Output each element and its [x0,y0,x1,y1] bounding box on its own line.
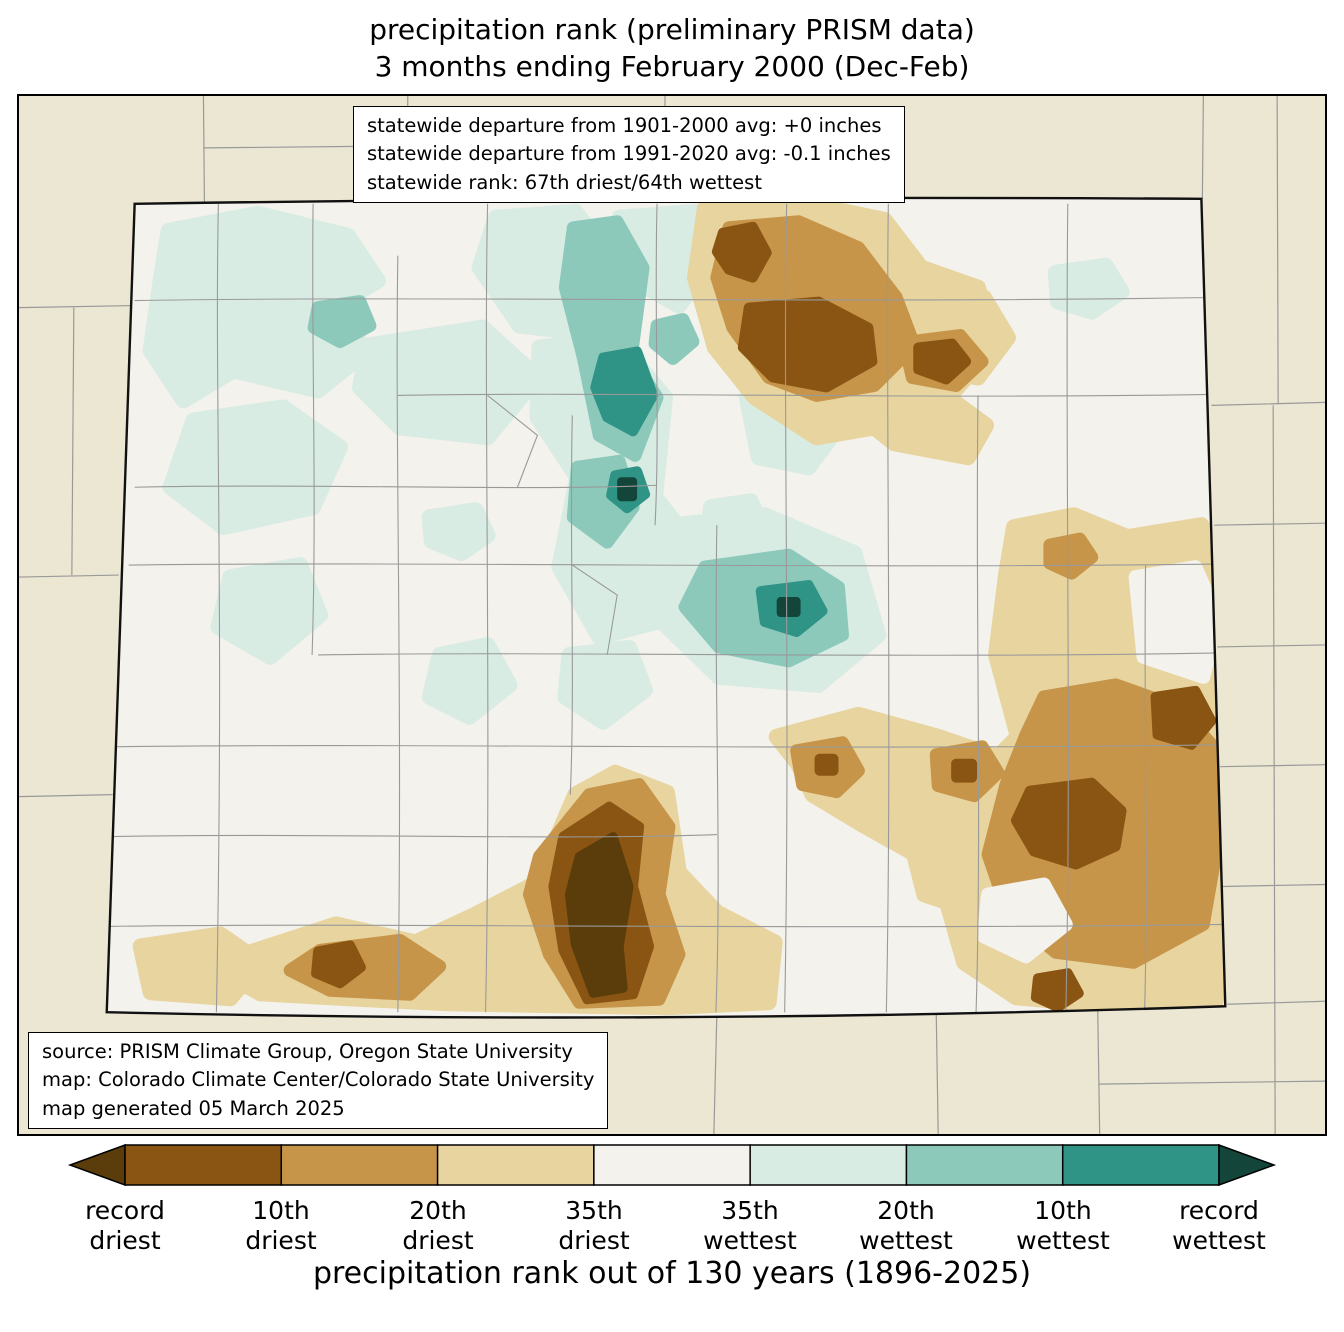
colorbar: record driest 10th driest 20th driest 35th d… [67,1143,1277,1256]
map-region-record-wettest [617,477,801,617]
state-data-layers [108,197,1226,1016]
colorbar-label-20th-driest: 20th driest [402,1195,474,1256]
colorbar-band-6 [905,1144,1064,1186]
stats-line-2: statewide departure from 1991-2020 avg: … [367,142,891,166]
stats-line-3: statewide rank: 67th driest/64th wettest [367,170,762,194]
county-boundaries-horizontal [108,296,1226,928]
colorbar-bar [67,1143,1277,1186]
colorbar-label-record-wettest: record wettest [1172,1195,1266,1256]
colorbar-right-arrow [1218,1143,1277,1186]
colorbar-label-10th-driest: 10th driest [245,1195,317,1256]
colorbar-band-1 [124,1144,283,1186]
title-line-1: precipitation rank (preliminary PRISM da… [369,13,975,46]
county-boundaries-vertical [215,203,1147,1013]
source-line-2: map: Colorado Climate Center/Colorado St… [42,1068,595,1092]
map-region-driest-10 [311,221,1217,1013]
page-title: precipitation rank (preliminary PRISM da… [0,0,1344,86]
colorado-precipitation-map [19,95,1325,1134]
stats-line-1: statewide departure from 1901-2000 avg: … [367,113,882,137]
colorbar-band-4 [593,1144,752,1186]
stats-box: statewide departure from 1901-2000 avg: … [353,105,905,204]
map-frame: statewide departure from 1901-2000 avg: … [17,93,1327,1136]
colorbar-label-35th-wettest: 35th wettest [703,1195,797,1256]
colorbar-band-5 [749,1144,908,1186]
map-region-neutral-gaps [977,560,1225,964]
colorbar-band-2 [280,1144,439,1186]
colorbar-caption: precipitation rank out of 130 years (189… [312,1255,1032,1291]
colorbar-label-20th-wettest: 20th wettest [859,1195,953,1256]
colorbar-label-35th-driest: 35th driest [558,1195,630,1256]
colorbar-left-arrow [67,1143,126,1186]
colorbar-band-7 [1061,1144,1220,1186]
title-line-2: 3 months ending February 2000 (Dec-Feb) [374,49,970,83]
source-line-1: source: PRISM Climate Group, Oregon Stat… [42,1039,573,1063]
figure: precipitation rank (preliminary PRISM da… [0,0,1344,1291]
source-line-3: map generated 05 March 2025 [42,1096,345,1120]
colorbar-label-record-driest: record driest [85,1195,165,1256]
colorbar-label-10th-wettest: 10th wettest [1016,1195,1110,1256]
colorbar-band-3 [436,1144,595,1186]
map-region-record-driest [564,831,634,998]
source-box: source: PRISM Climate Group, Oregon Stat… [28,1031,609,1130]
